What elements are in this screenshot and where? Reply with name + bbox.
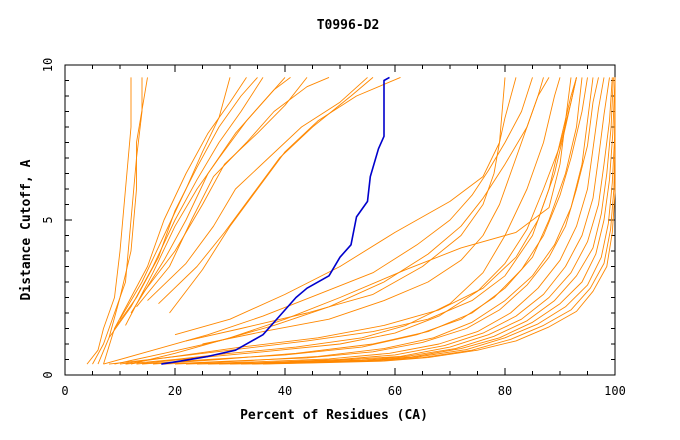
series-line-12 [147,77,368,301]
chart-title: T0996-D2 [317,18,380,33]
series-layer [86,76,616,365]
series-line-27 [207,77,613,365]
y-tick-label: 5 [41,216,55,223]
series-line-23 [174,77,594,365]
series-line-35 [136,77,577,365]
series-line-1 [86,77,132,365]
series-line-4 [103,77,247,365]
series-line-31 [251,77,616,365]
series-line-17 [202,77,550,345]
series-line-20 [108,77,577,365]
series-line-26 [196,77,610,365]
series-line-9 [130,77,286,314]
x-tick-label: 0 [61,384,68,398]
x-axis-label: Percent of Residues (CA) [240,408,428,423]
y-tick-label: 10 [41,58,55,72]
series-line-34 [114,77,544,365]
series-line-13 [158,77,374,305]
series-line-14 [169,76,401,314]
series-line-11 [141,77,308,295]
series-line-32 [262,77,616,365]
x-tick-label: 40 [278,384,292,398]
series-line-36 [103,77,533,365]
series-line-8 [125,77,291,326]
x-tick-label: 80 [498,384,512,398]
x-tick-label: 20 [168,384,182,398]
series-line-22 [141,77,588,365]
series-line-30 [240,77,616,365]
series-line-19 [119,77,577,365]
series-line-18 [130,77,572,365]
series-line-29 [229,77,616,365]
y-tick-label: 0 [41,371,55,378]
series-line-7 [119,77,231,320]
series-line-33 [125,77,561,365]
x-tick-label: 100 [604,384,626,398]
series-line-10 [136,76,330,308]
series-line-24 [163,77,599,365]
y-axis-label: Distance Cutoff, A [19,159,34,300]
series-line-28 [218,77,614,365]
series-line-16 [185,77,506,342]
series-line-25 [185,77,605,365]
highlight-series-line [161,76,390,365]
x-tick-label: 60 [388,384,402,398]
series-line-2 [92,77,143,365]
axis-tick-labels: 0 20 40 60 80 100 0 5 10 [41,58,626,398]
series-line-15 [174,77,517,336]
